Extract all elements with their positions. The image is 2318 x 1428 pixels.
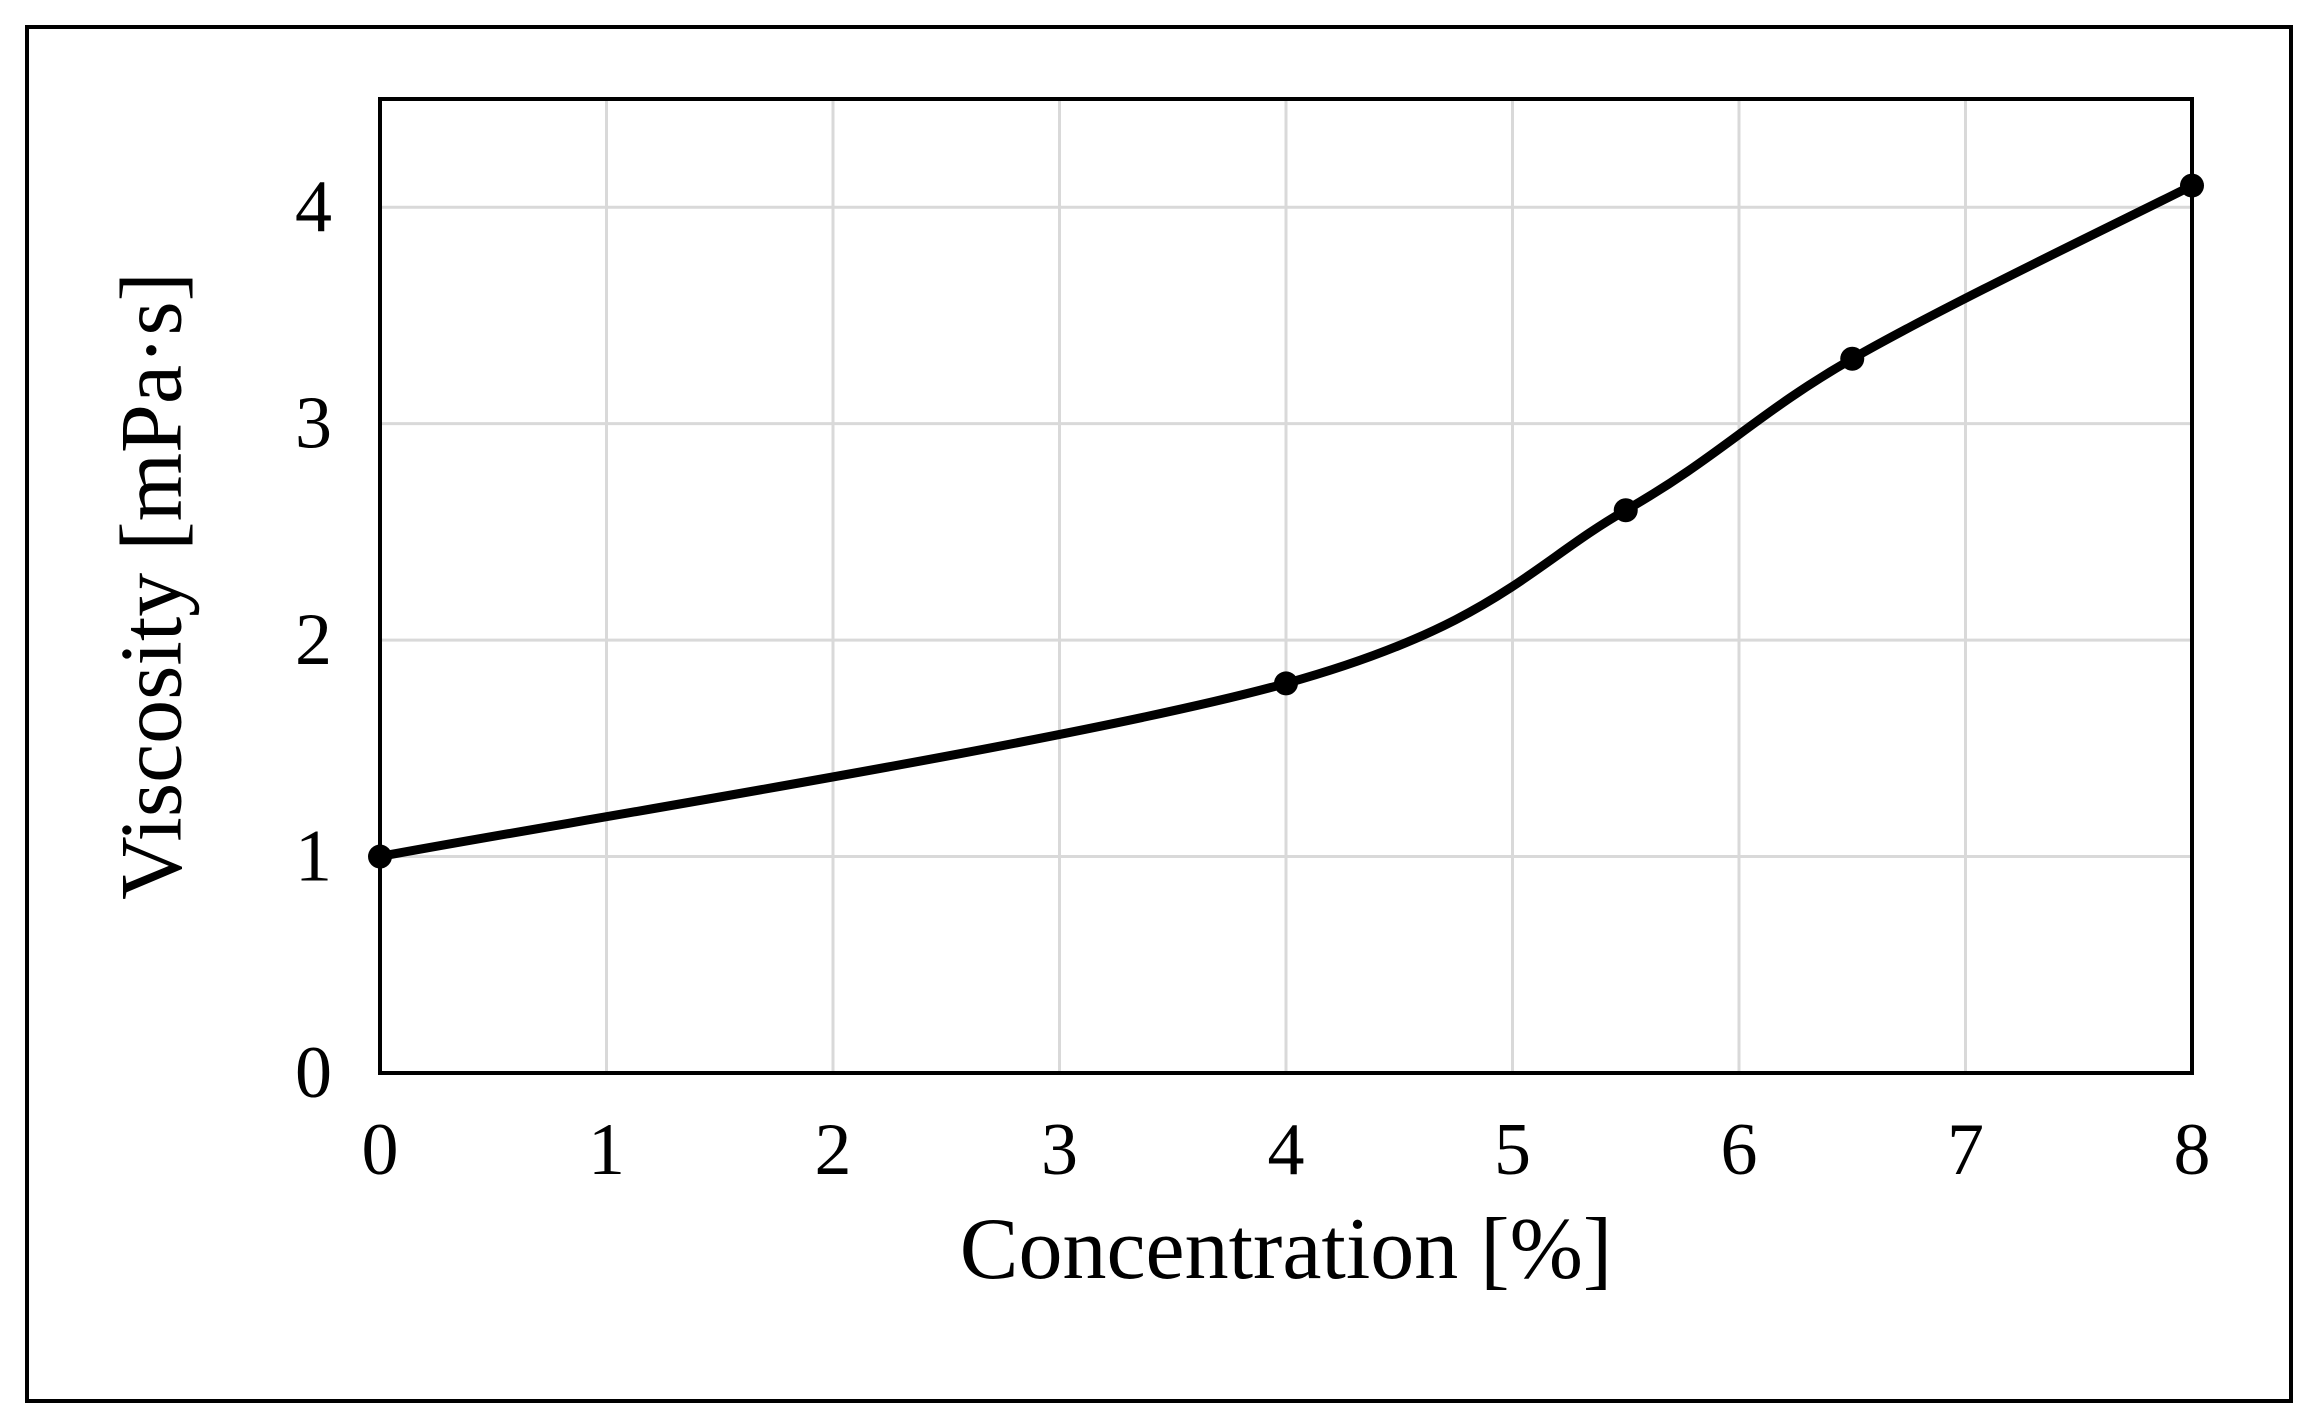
gridline-layer <box>380 99 2192 1073</box>
data-point-marker <box>1613 498 1638 523</box>
axis-layer <box>378 97 2194 1075</box>
y-tick-label: 3 <box>295 383 332 465</box>
y-tick-label: 0 <box>295 1032 332 1114</box>
x-tick-label: 6 <box>1721 1109 1758 1191</box>
plot-border <box>378 97 2194 1075</box>
series-layer <box>368 173 2204 869</box>
x-tick-label: 5 <box>1494 1109 1531 1191</box>
y-axis-title: Viscosity [mPa·s] <box>104 272 201 900</box>
y-tick-label: 2 <box>295 599 332 681</box>
tick-label-layer: 0 1 2 3 4 5 6 7 8 0 1 2 3 4 <box>295 166 2211 1191</box>
x-tick-label: 1 <box>588 1109 625 1191</box>
data-point-marker <box>1274 671 1298 696</box>
data-point-marker <box>1840 346 1865 371</box>
x-tick-label: 4 <box>1268 1109 1305 1191</box>
x-tick-label: 3 <box>1041 1109 1078 1191</box>
data-point-marker <box>2180 173 2204 198</box>
x-axis-title: Concentration [%] <box>960 1201 1612 1298</box>
y-tick-label: 4 <box>295 166 332 248</box>
x-tick-label: 7 <box>1947 1109 1984 1191</box>
x-tick-label: 0 <box>362 1109 399 1191</box>
data-point-marker <box>368 844 392 869</box>
series-line <box>375 181 2197 862</box>
x-tick-label: 8 <box>2174 1109 2211 1191</box>
x-tick-label: 2 <box>815 1109 852 1191</box>
y-tick-label: 1 <box>295 816 332 898</box>
